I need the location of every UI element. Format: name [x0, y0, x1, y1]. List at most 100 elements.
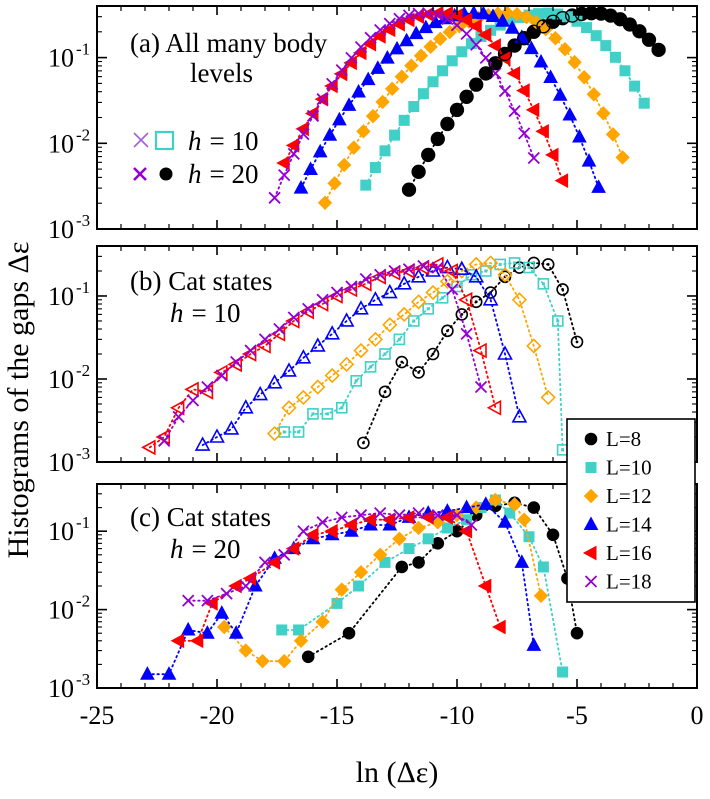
panel-b-point-L8-4 — [426, 347, 440, 361]
panel-a-point-L18-21 — [470, 38, 483, 51]
panel-a-line-L18 — [273, 12, 535, 199]
key-bold-x-marker — [133, 167, 147, 181]
panel-b-point-L10-11-dot — [441, 296, 445, 300]
panel-a-point-L18-25 — [508, 104, 521, 118]
panel-a-point-L12-0 — [317, 195, 333, 210]
panel-a-point-L18-11 — [374, 23, 387, 37]
panel-b-point-L10-19-dot — [556, 319, 560, 323]
panel-a-title-line2: levels — [190, 58, 253, 88]
panel-c-point-L10-11 — [504, 507, 516, 519]
panel-b-point-L14-14 — [396, 275, 413, 290]
panel-b-point-L8-12 — [541, 258, 555, 271]
panel-b-point-L14-19 — [468, 268, 485, 283]
panel-c-point-L12-1 — [238, 643, 254, 658]
panel-c-point-L8-2 — [395, 560, 409, 574]
panel-a-point-L8-1 — [412, 165, 425, 179]
panel-a-point-L10-22 — [571, 15, 583, 27]
panel-b-point-L14-21 — [497, 345, 513, 360]
panel-b-point-L8-5-dot — [446, 329, 449, 333]
panel-a-open-circle-L8-8 — [478, 66, 493, 81]
panel-a-ytick-exp-0: -3 — [76, 211, 90, 230]
panel-a-point-L14-10 — [389, 40, 405, 55]
panel-c-point-L18-10 — [374, 506, 387, 520]
panel-b-point-L8-6 — [455, 308, 469, 321]
panel-b-point-L10-11 — [436, 292, 449, 304]
panel-a-point-L10-0 — [360, 179, 372, 191]
panel-b-point-L14-15 — [410, 268, 427, 283]
panel-c-point-L14-21 — [526, 637, 542, 651]
panel-c-point-L16-6 — [285, 541, 300, 556]
panel-b-point-L18-15 — [374, 268, 387, 281]
x-tick-label-2: -15 — [320, 701, 355, 730]
legend-label-L8: L=8 — [606, 427, 641, 451]
panel-b-point-L8-14 — [570, 335, 584, 349]
panel-b-point-L8-2-dot — [400, 360, 404, 364]
panel-b-point-L10-15-dot — [498, 262, 502, 266]
panel-a-point-L18-26 — [518, 127, 531, 140]
panel-c-point-L8-1 — [342, 626, 356, 640]
panel-a-point-L14-14 — [428, 14, 443, 29]
panel-a-point-L16-25 — [516, 83, 530, 98]
panel-b-point-L18-16 — [388, 264, 401, 278]
panel-c-point-L12-14 — [488, 492, 503, 508]
panel-a-point-L16-28 — [544, 147, 559, 163]
panel-a-ytick-exp-1: -2 — [76, 125, 90, 144]
panel-a-point-L8-8 — [479, 67, 493, 80]
panel-b-point-L16-0 — [141, 439, 156, 456]
panel-b-point-L14-7 — [295, 349, 312, 364]
panel-b-point-L18-14 — [359, 272, 372, 286]
panel-a-point-L14-25 — [533, 53, 549, 68]
panel-c-point-L14-17 — [459, 499, 474, 514]
panel-b-point-L18-19 — [431, 261, 444, 274]
panel-a-point-L10-10 — [456, 46, 468, 58]
panel-a-point-L14-26 — [543, 69, 558, 84]
panel-b-point-L10-18-dot — [541, 282, 545, 286]
panel-a-point-L18-3 — [297, 128, 310, 141]
panel-a-open-circle-L8-2 — [421, 147, 436, 163]
panel-b-point-L10-6-dot — [369, 365, 373, 369]
panel-b-ytick-label-1: 10 — [48, 365, 74, 394]
panel-a-point-L16-1 — [285, 138, 300, 153]
panel-a-open-circle-L8-16 — [555, 11, 570, 26]
panel-b-point-L14-18 — [453, 260, 470, 276]
panel-b-point-L12-1 — [281, 400, 297, 416]
panel-a-point-L18-2 — [287, 147, 300, 161]
panel-a-point-L14-30 — [581, 153, 597, 167]
panel-a-key: h = 10 h = 20 — [133, 126, 259, 189]
key-h20-value: = 20 — [210, 159, 259, 189]
panel-a-point-L14-31 — [591, 179, 606, 193]
panel-b-point-L10-0-dot — [282, 430, 286, 434]
panel-a-point-L14-24 — [524, 40, 539, 55]
panel-b-point-L10-16-dot — [513, 261, 517, 265]
panel-a-point-L8-0 — [402, 183, 416, 197]
panel-a-ytick-exp-2: -1 — [76, 40, 90, 59]
panel-c-ytick-exp-2: -1 — [76, 513, 90, 532]
panel-a-point-L14-7 — [360, 71, 376, 86]
panel-a-point-L14-27 — [552, 87, 568, 101]
panel-a-point-L12-9 — [404, 58, 419, 73]
panel-b-h-label: h = 10 — [170, 298, 240, 328]
panel-c-point-L12-3 — [276, 653, 292, 669]
panel-a-open-circle-L8-10 — [497, 46, 513, 62]
panel-a-point-L18-24 — [498, 84, 512, 98]
panel-b-point-L8-7 — [469, 295, 483, 309]
panel-c-ytick-label-1: 10 — [48, 596, 74, 625]
panel-c-point-L10-13 — [537, 561, 549, 573]
panel-a-point-L18-9 — [354, 40, 368, 54]
panel-a-point-L14-1 — [303, 161, 318, 175]
panel-b-point-L10-14-dot — [484, 269, 488, 273]
panel-b-point-L10-17-dot — [527, 266, 531, 270]
panel-a-point-L8-4 — [441, 117, 454, 131]
panel-b-point-L10-7 — [379, 348, 391, 360]
panel-a-point-L10-4 — [398, 114, 410, 126]
panel-a-point-L18-15 — [412, 7, 425, 20]
panel-a-point-L18-1 — [278, 168, 291, 182]
panel-a-point-L10-6 — [417, 88, 429, 100]
panel-c-point-L10-7 — [441, 522, 453, 534]
panel-a-point-L14-5 — [341, 97, 357, 111]
panel-a-open-circle-L8-7 — [469, 77, 484, 92]
panel-a-point-L12-31 — [615, 150, 630, 165]
panel-a-point-L14-21 — [495, 13, 510, 27]
panel-a-point-L14-4 — [332, 111, 347, 126]
panel-c-point-L12-4 — [293, 633, 309, 649]
